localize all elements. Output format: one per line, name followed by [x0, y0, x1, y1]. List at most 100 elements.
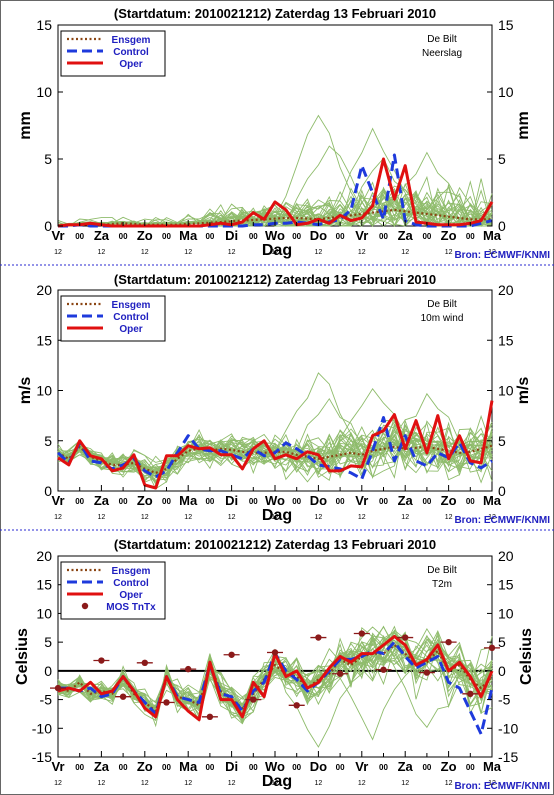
mos-point [119, 693, 127, 700]
x-hour-mid-label: 00 [292, 232, 301, 241]
x-day-label: Vr [51, 228, 64, 243]
x-day-label: Ma [179, 493, 198, 508]
panel-3: (Startdatum: 2010021212) Zaterdag 13 Feb… [14, 537, 550, 792]
mos-point [336, 670, 344, 677]
x-hour-mid-label: 00 [422, 763, 431, 772]
x-hour-mid-label: 00 [466, 232, 475, 241]
ensemble-extreme-line [57, 392, 493, 481]
mos-point [445, 638, 452, 646]
legend-label-ensgem: Ensgem [112, 35, 151, 46]
x-day-label: Do [310, 493, 327, 508]
series-ensgem-line [57, 208, 492, 228]
x-hour-mid-label: 00 [292, 497, 301, 506]
x-hour-mid-label: 00 [119, 232, 128, 241]
y-tick-label-left: 5 [44, 433, 52, 449]
mos-point [141, 659, 148, 667]
x-hour-label: 12 [315, 780, 323, 787]
x-hour-label: 12 [98, 780, 106, 787]
mos-point [228, 651, 235, 658]
y-tick-label-right: -10 [498, 720, 518, 736]
x-hour-label: 12 [228, 514, 236, 521]
legend-label-control: Control [113, 312, 149, 323]
y-tick-label-left: 20 [36, 282, 52, 298]
x-hour-mid-label: 00 [249, 763, 258, 772]
x-hour-label: 12 [401, 780, 409, 787]
x-day-label: Ma [179, 759, 198, 774]
ensemble-members [57, 372, 493, 490]
x-hour-label: 12 [358, 249, 366, 256]
legend-box [60, 30, 166, 77]
x-hour-mid-label: 00 [119, 763, 128, 772]
y-tick-label-left: 5 [44, 151, 52, 167]
y-axis-label-left: Celsius [14, 628, 31, 685]
y-tick-label-right: 5 [498, 433, 506, 449]
chart-title: (Startdatum: 2010021212) Zaterdag 13 Feb… [114, 272, 436, 287]
y-tick-label-right: -15 [498, 749, 518, 765]
y-axis-label-right: m/s [515, 377, 532, 405]
x-hour-mid-label: 00 [75, 763, 84, 772]
x-day-label: Za [94, 228, 110, 243]
x-hour-label: 12 [271, 514, 279, 521]
x-hour-mid-label: 00 [119, 497, 128, 506]
mos-point [250, 696, 257, 703]
y-tick-label-left: 0 [44, 483, 52, 499]
mos-point [206, 713, 214, 720]
x-day-label: Do [310, 759, 327, 774]
legend-label-mos: MOS TnTx [106, 602, 156, 613]
x-hour-label: 12 [184, 249, 192, 256]
x-day-label: Ma [483, 493, 502, 508]
x-hour-mid-label: 00 [75, 232, 84, 241]
x-day-label: Do [310, 228, 327, 243]
mos-point [358, 630, 365, 637]
x-hour-label: 12 [358, 514, 366, 521]
y-axis-label-right: mm [515, 111, 532, 139]
x-hour-mid-label: 00 [336, 232, 345, 241]
x-hour-mid-label: 00 [205, 232, 214, 241]
y-tick-label-right: 0 [498, 663, 506, 679]
x-hour-label: 12 [488, 780, 496, 787]
x-hour-label: 12 [184, 780, 192, 787]
legend-label-oper: Oper [119, 324, 142, 335]
x-hour-mid-label: 00 [336, 497, 345, 506]
x-hour-label: 12 [54, 514, 62, 521]
legend-label-oper: Oper [119, 590, 142, 601]
x-hour-mid-label: 00 [422, 497, 431, 506]
y-tick-label-right: 0 [498, 483, 506, 499]
x-hour-mid-label: 00 [75, 497, 84, 506]
y-tick-label-left: 15 [36, 17, 52, 33]
variable-label: T2m [432, 579, 452, 590]
x-day-label: Zo [137, 228, 153, 243]
x-hour-mid-label: 00 [205, 763, 214, 772]
y-tick-label-right: 15 [498, 17, 514, 33]
y-tick-label-right: 0 [498, 218, 506, 234]
mos-point [185, 665, 192, 673]
x-hour-mid-label: 00 [205, 497, 214, 506]
mos-point [315, 634, 322, 641]
mos-point [488, 644, 496, 652]
series-control-line [56, 416, 493, 481]
x-hour-mid-label: 00 [162, 763, 171, 772]
x-hour-label: 12 [98, 514, 106, 521]
x-day-label: Zo [137, 493, 153, 508]
y-tick-label-left: 0 [44, 663, 52, 679]
x-hour-label: 12 [445, 780, 453, 787]
y-tick-label-left: -15 [32, 749, 52, 765]
x-hour-label: 12 [315, 514, 323, 521]
variable-label: 10m wind [421, 313, 464, 324]
y-tick-label-left: -10 [32, 720, 52, 736]
x-hour-label: 12 [141, 514, 149, 521]
x-hour-label: 12 [271, 780, 279, 787]
x-hour-mid-label: 00 [162, 497, 171, 506]
x-day-label: Zo [137, 759, 153, 774]
y-tick-label-right: 10 [498, 84, 514, 100]
x-day-label: Za [398, 493, 414, 508]
series-oper-line [57, 400, 494, 490]
x-day-label: Wo [265, 228, 285, 243]
x-hour-mid-label: 00 [379, 232, 388, 241]
legend-label-ensgem: Ensgem [112, 566, 151, 577]
x-hour-label: 12 [271, 249, 279, 256]
y-axis-label-right: Celsius [518, 628, 535, 685]
